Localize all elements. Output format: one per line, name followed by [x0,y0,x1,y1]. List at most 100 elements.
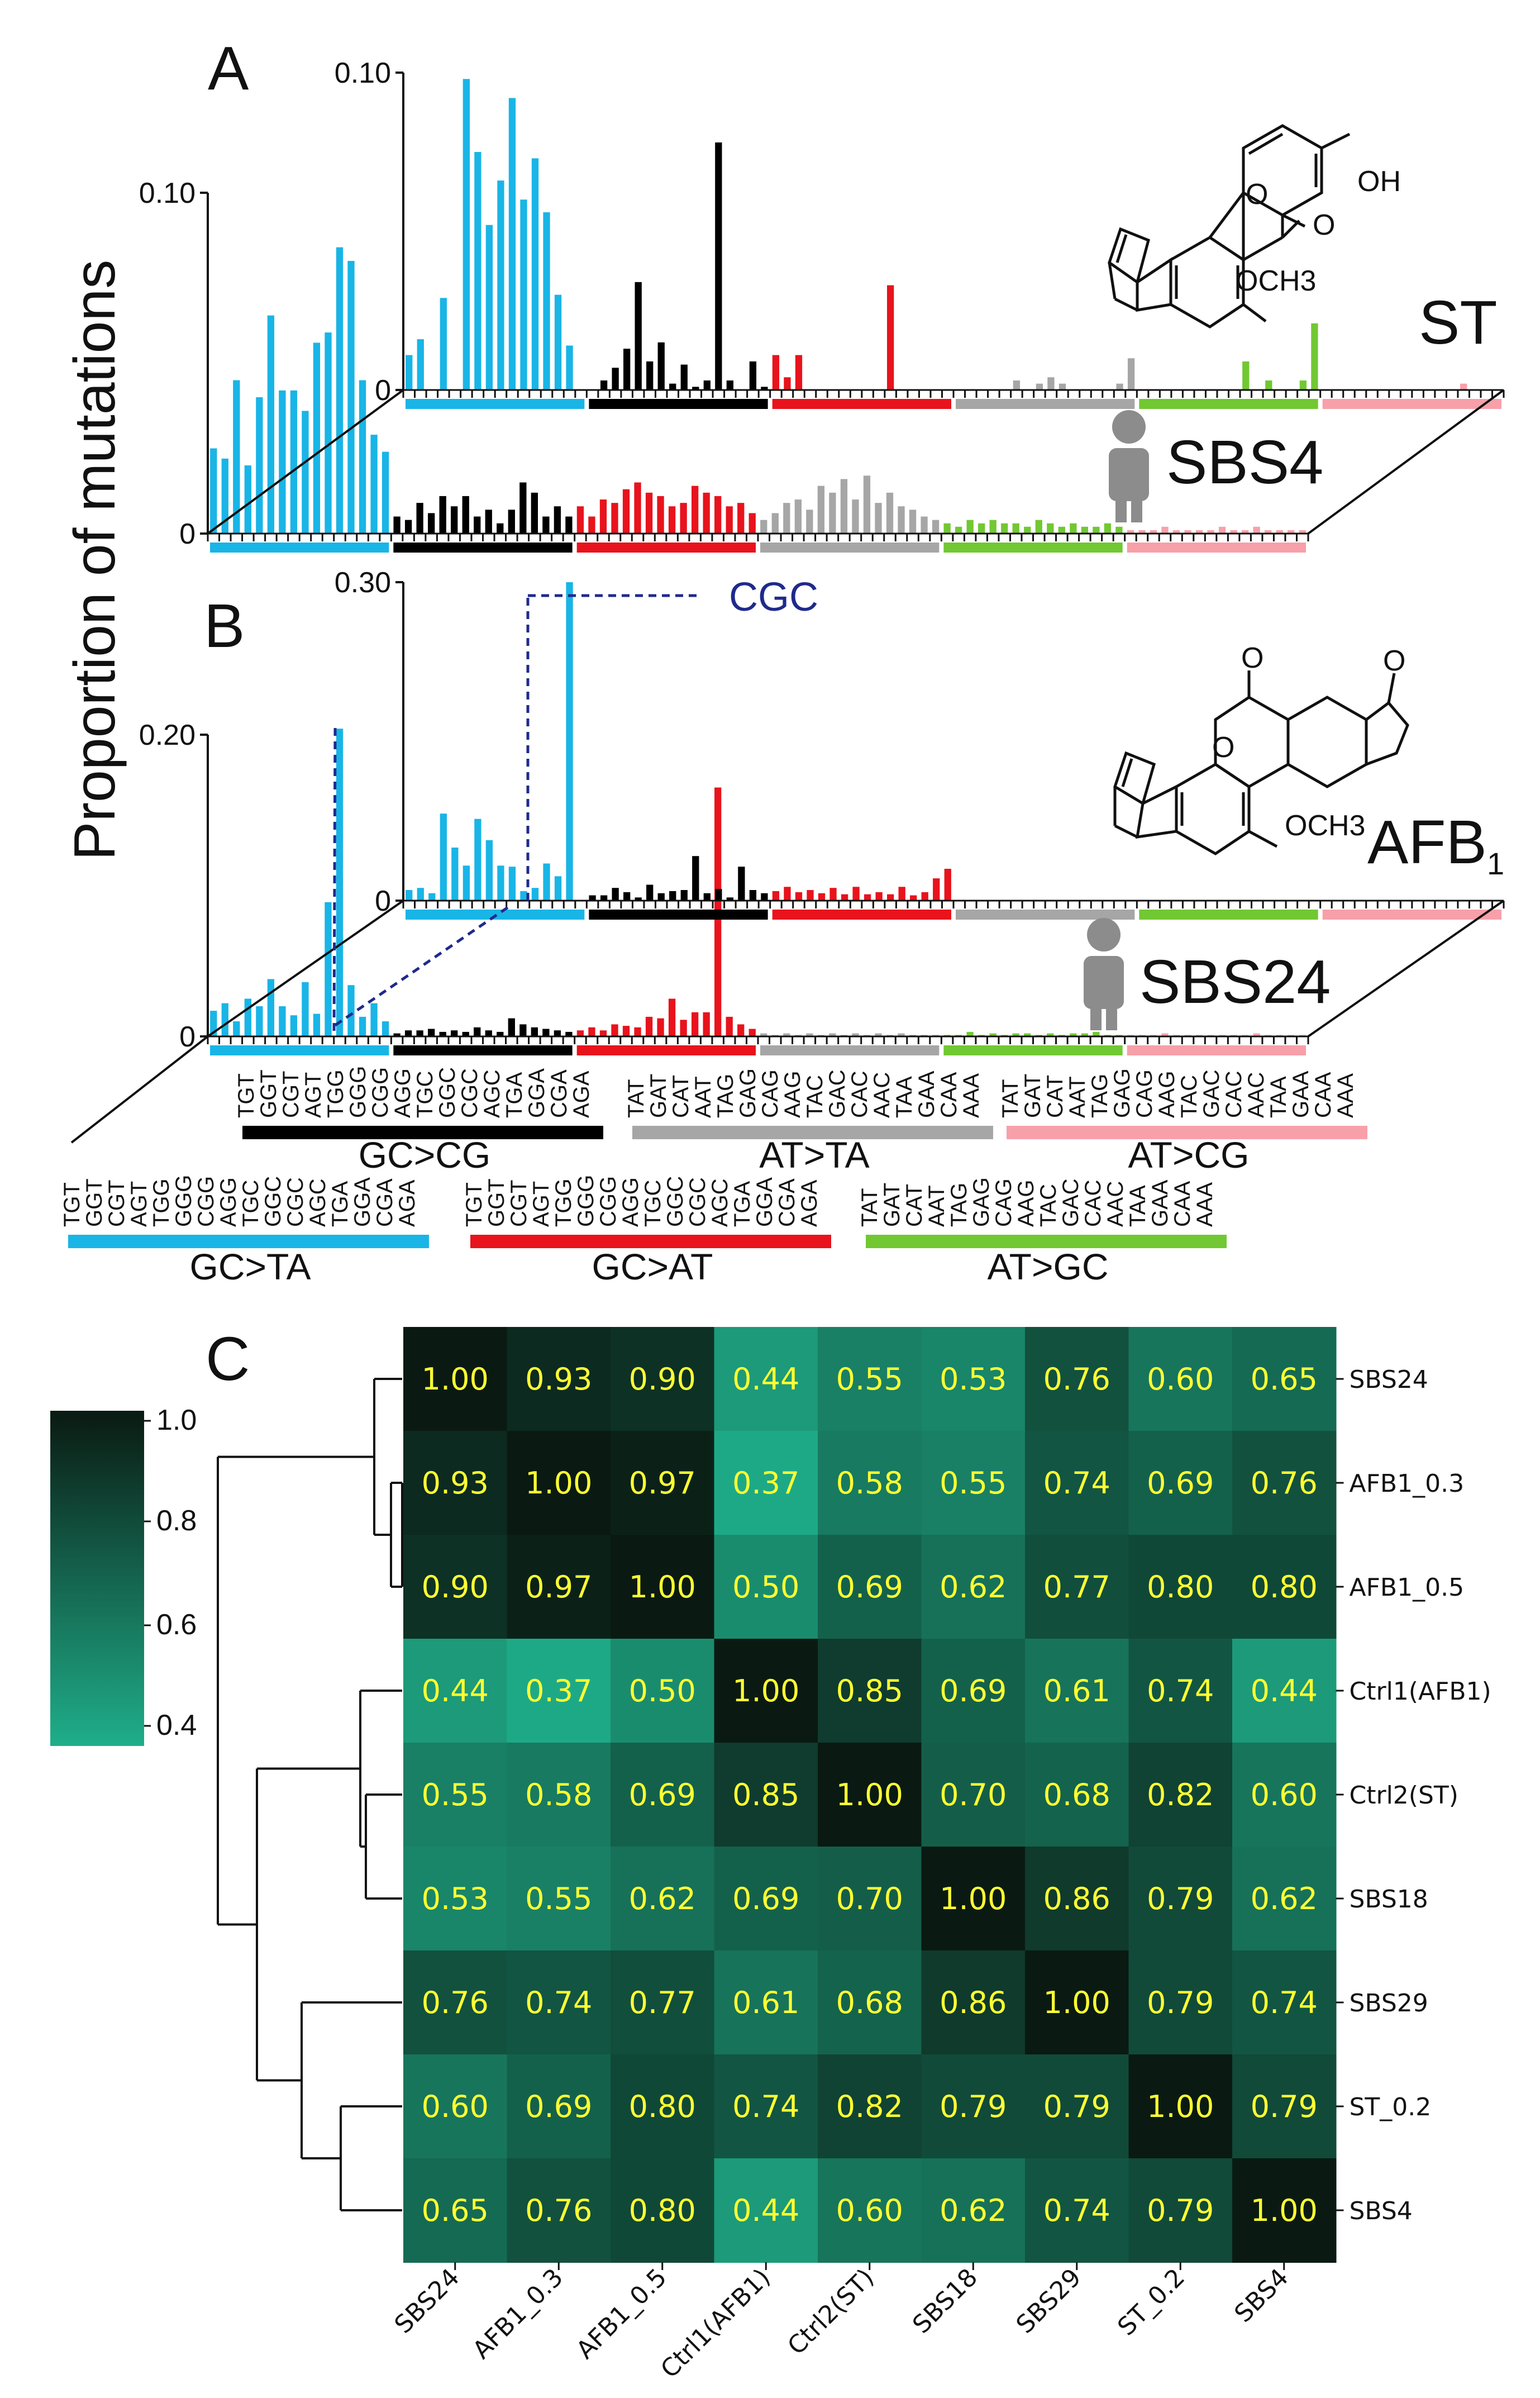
bar [622,489,630,534]
bar [966,520,974,534]
class-bar [632,1126,993,1139]
context-label: GGC [435,1067,460,1118]
bar [703,1012,710,1036]
heatmap-cell [507,1327,611,1431]
bar [933,878,940,901]
bar [806,1033,813,1036]
context-label: CAG [1132,1069,1157,1118]
heatmap-cell-value: 0.90 [629,1362,696,1397]
heatmap-col-label: SBS18 [907,2263,983,2339]
bar [1241,530,1249,534]
heatmap-cell-value: 0.80 [629,2193,696,2228]
bar [406,355,413,390]
class-strip [943,543,1123,553]
heatmap-cell-value: 0.50 [732,1569,799,1605]
bar [599,1030,607,1036]
bar [576,506,584,534]
heatmap-cell-value: 1.00 [940,1881,1007,1916]
heatmap-col-label: AFB1_0.3 [468,2263,569,2364]
context-label: TAA [1126,1185,1150,1227]
heatmap-cell [1025,1950,1129,2055]
heatmap-cell [714,1950,818,2055]
bar [634,482,641,534]
bar [451,848,459,901]
bar [691,1012,699,1036]
heatmap-cell-value: 0.60 [1147,1362,1214,1397]
heatmap-cell [1232,2054,1337,2159]
context-label: TGA [502,1072,527,1118]
bar [841,894,848,901]
bar [554,876,562,901]
context-label: CAA [1170,1181,1195,1227]
context-label: TGG [149,1178,174,1227]
svg-text:O: O [1246,178,1268,211]
context-label: GGG [574,1175,598,1227]
bar [794,499,802,534]
context-label: GGA [752,1177,777,1227]
heatmap-cell-value: 0.79 [1147,2193,1214,2228]
mutation-context-labels: TGTGGTCGTAGTTGGGGGCGGAGGTGCGGCCGCAGCTGAG… [60,1066,1367,1287]
heatmap-cell [1128,1431,1233,1535]
heatmap-cell-value: 0.44 [1251,1673,1318,1709]
bar [347,985,355,1036]
context-label: GAC [1199,1069,1224,1118]
bar [451,506,458,534]
heatmap-cell-value: 0.74 [1043,2193,1110,2228]
heatmap-cell-value: 0.68 [836,1985,903,2020]
context-label: CAT [902,1184,927,1227]
bar [657,342,665,390]
heatmap-cell-value: 0.58 [836,1466,903,1501]
bar [611,1024,618,1036]
bar [612,368,619,390]
bar [589,895,596,901]
panel-label-a: A [208,34,249,103]
context-label: TAC [1177,1075,1202,1118]
bar [749,890,757,901]
class-bar [866,1235,1227,1248]
class-strip [1322,910,1501,920]
heatmap-col-label: ST_0.2 [1112,2263,1190,2342]
bar [749,361,757,390]
bar [279,1006,286,1036]
panel-label-c: C [206,1325,250,1393]
context-label: CGG [194,1176,218,1227]
bar [1116,383,1123,390]
bar [508,1018,515,1036]
bar [600,895,608,901]
heatmap-cell-value: 0.55 [940,1466,1007,1501]
heatmap-cell [507,1847,611,1951]
heatmap-cell [818,2158,922,2263]
heatmap-cell [403,1431,508,1535]
bar [463,865,470,901]
context-label: TGT [462,1182,487,1227]
heatmap-cell-value: 1.00 [525,1466,592,1501]
context-label: AGC [708,1178,732,1227]
heatmap-cell-value: 0.93 [525,1362,592,1397]
bar [531,888,539,901]
context-label: GAT [1021,1074,1045,1118]
context-label: CAA [1311,1072,1336,1118]
bar [279,390,286,534]
bar [748,1029,756,1036]
context-label: AGA [797,1179,822,1227]
bar [1036,383,1043,390]
bar [1012,1033,1019,1036]
context-label: AAC [870,1072,894,1118]
bar [703,492,710,534]
class-label: AT>CG [1128,1134,1250,1176]
class-strip [956,910,1135,920]
context-label: CGA [547,1069,571,1118]
heatmap-cell [403,1327,508,1431]
class-strip [393,543,573,553]
heatmap-cell-value: 0.74 [1251,1985,1318,2020]
bar [760,1033,767,1036]
context-label: AGG [216,1177,241,1227]
bar [795,355,803,390]
svg-text:OCH3: OCH3 [1236,265,1316,297]
heatmap-col-label: SBS24 [389,2263,465,2339]
aflatoxin-b1-labels: O O O OCH3 [1212,642,1405,842]
class-strip [210,543,389,553]
heatmap-cell [611,1950,715,2055]
heatmap-cell [403,1639,508,1743]
heatmap-cell-value: 0.86 [1043,1881,1110,1916]
